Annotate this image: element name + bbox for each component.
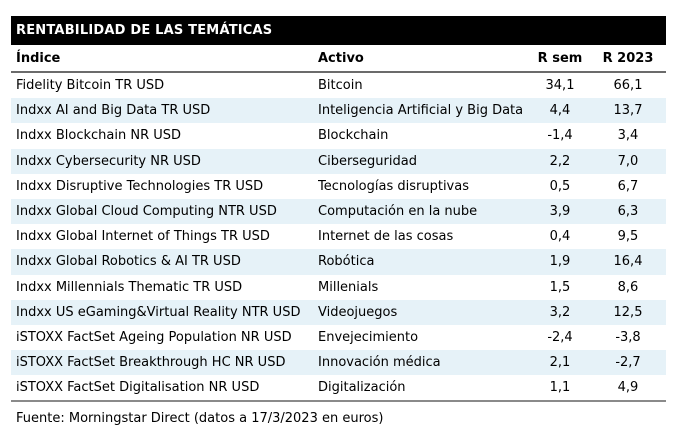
r-sem-cell: 3,2 <box>549 304 571 320</box>
activo-cell: Internet de las cosas <box>318 229 454 245</box>
table-row: Indxx US eGaming&Virtual Reality NTR USD… <box>11 299 666 325</box>
indice-cell: Indxx Disruptive Technologies TR USD <box>16 178 264 194</box>
indice-cell: Indxx US eGaming&Virtual Reality NTR USD <box>16 304 301 320</box>
indice-cell: Fidelity Bitcoin TR USD <box>16 78 165 94</box>
table-row: Fidelity Bitcoin TR USD Bitcoin 34,1 66,… <box>11 72 666 98</box>
indice-cell: Indxx Global Robotics & AI TR USD <box>16 254 241 270</box>
indice-cell: iSTOXX FactSet Ageing Population NR USD <box>16 329 292 345</box>
r-2023-cell: 4,9 <box>590 375 666 403</box>
table-row: Indxx Global Robotics & AI TR USD Robóti… <box>11 249 666 275</box>
column-header-activo: Activo <box>318 45 530 73</box>
r-2023-cell: 8,6 <box>617 279 639 295</box>
column-header-indice: Índice <box>11 45 318 73</box>
indice-cell: Indxx Global Internet of Things TR USD <box>16 229 270 245</box>
r-2023-cell: 16,4 <box>613 254 643 270</box>
r-sem-cell: 1,5 <box>549 279 571 295</box>
table-row: Indxx Blockchain NR USD Blockchain -1,4 … <box>11 123 666 148</box>
panel-title: RENTABILIDAD DE LAS TEMÁTICAS <box>11 16 666 45</box>
indice-cell: iSTOXX FactSet Digitalisation NR USD <box>11 375 318 403</box>
rentability-table: Índice Activo R sem R 2023 Fidelity Bitc… <box>11 45 666 403</box>
activo-cell: Ciberseguridad <box>318 153 417 169</box>
table-row: Indxx AI and Big Data TR USD Inteligenci… <box>11 98 666 124</box>
r-sem-cell: -1,4 <box>547 128 573 144</box>
activo-cell: Inteligencia Artificial y Big Data <box>318 103 524 119</box>
indice-cell: Indxx Millennials Thematic TR USD <box>16 279 243 295</box>
r-2023-cell: 12,5 <box>613 304 643 320</box>
rentability-panel: RENTABILIDAD DE LAS TEMÁTICAS Índice Act… <box>11 16 666 426</box>
activo-cell: Tecnologías disruptivas <box>318 178 469 194</box>
r-2023-cell: 3,4 <box>617 128 639 144</box>
r-sem-cell: 2,2 <box>549 153 571 169</box>
table-row: Indxx Disruptive Technologies TR USD Tec… <box>11 174 666 199</box>
r-2023-cell: 7,0 <box>617 153 639 169</box>
r-sem-cell: 34,1 <box>545 78 575 94</box>
r-sem-cell: 0,4 <box>549 229 571 245</box>
r-sem-cell: 2,1 <box>549 355 571 371</box>
activo-cell: Videojuegos <box>318 304 398 320</box>
table-row: Indxx Cybersecurity NR USD Cibersegurida… <box>11 148 666 174</box>
activo-cell: Millenials <box>318 279 379 295</box>
column-header-r-2023: R 2023 <box>590 45 666 73</box>
activo-cell: Innovación médica <box>318 355 441 371</box>
column-header-r-sem: R sem <box>530 45 590 73</box>
indice-cell: Indxx Cybersecurity NR USD <box>16 153 201 169</box>
r-2023-cell: 6,3 <box>617 204 639 220</box>
r-sem-cell: 4,4 <box>549 103 571 119</box>
header-row: Índice Activo R sem R 2023 <box>11 45 666 73</box>
activo-cell: Robótica <box>318 254 375 270</box>
indice-cell: iSTOXX FactSet Breakthrough HC NR USD <box>16 355 286 371</box>
r-sem-cell: -2,4 <box>547 329 573 345</box>
r-2023-cell: 13,7 <box>613 103 643 119</box>
r-2023-cell: -3,8 <box>615 329 641 345</box>
r-sem-cell: 1,1 <box>530 375 590 403</box>
activo-cell: Blockchain <box>318 128 389 144</box>
table-row: iSTOXX FactSet Ageing Population NR USD … <box>11 325 666 350</box>
source-note: Fuente: Morningstar Direct (datos a 17/3… <box>16 411 384 427</box>
r-sem-cell: 0,5 <box>549 178 571 194</box>
r-2023-cell: 6,7 <box>617 178 639 194</box>
table-row: Indxx Global Internet of Things TR USD I… <box>11 224 666 249</box>
activo-cell: Bitcoin <box>318 78 363 94</box>
r-2023-cell: -2,7 <box>615 355 641 371</box>
r-sem-cell: 3,9 <box>549 204 571 220</box>
table-row: iSTOXX FactSet Breakthrough HC NR USD In… <box>11 350 666 376</box>
activo-cell: Computación en la nube <box>318 204 478 220</box>
activo-cell: Envejecimiento <box>318 329 419 345</box>
indice-cell: Indxx AI and Big Data TR USD <box>16 103 211 119</box>
table-row: iSTOXX FactSet Digitalisation NR USD Dig… <box>11 375 666 403</box>
table-row: Indxx Millennials Thematic TR USD Millen… <box>11 275 666 300</box>
table-row: Indxx Global Cloud Computing NTR USD Com… <box>11 198 666 225</box>
r-sem-cell: 1,9 <box>549 254 571 270</box>
r-2023-cell: 9,5 <box>617 229 639 245</box>
r-2023-cell: 66,1 <box>613 78 643 94</box>
indice-cell: Indxx Global Cloud Computing NTR USD <box>16 204 277 220</box>
activo-cell: Digitalización <box>318 375 530 403</box>
indice-cell: Indxx Blockchain NR USD <box>16 128 182 144</box>
